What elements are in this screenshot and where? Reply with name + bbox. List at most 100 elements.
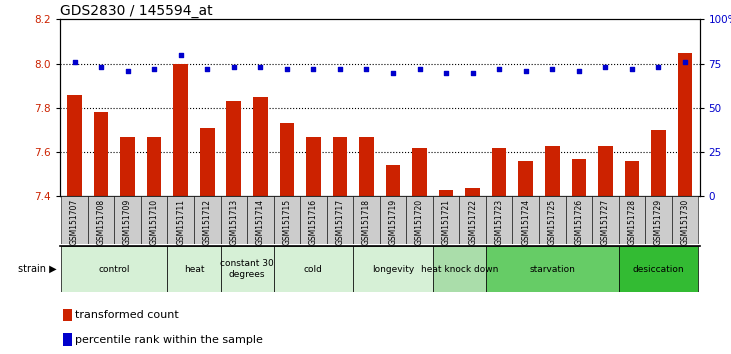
- Point: [95, 64, 107, 70]
- Point: [308, 66, 319, 72]
- Bar: [333, 137, 347, 354]
- Bar: [386, 166, 401, 354]
- Text: GSM151716: GSM151716: [309, 199, 318, 245]
- Bar: [624, 161, 639, 354]
- Bar: [518, 161, 533, 354]
- Text: transformed count: transformed count: [75, 310, 179, 320]
- Text: GSM151714: GSM151714: [256, 199, 265, 245]
- Bar: [466, 188, 480, 354]
- Bar: [247, 196, 273, 244]
- Bar: [279, 124, 294, 354]
- Text: GSM151722: GSM151722: [468, 199, 477, 245]
- Point: [360, 66, 372, 72]
- Text: GSM151717: GSM151717: [336, 199, 344, 245]
- Bar: [61, 246, 167, 292]
- Bar: [566, 196, 592, 244]
- Bar: [300, 196, 327, 244]
- Point: [281, 66, 292, 72]
- Bar: [147, 137, 162, 354]
- Bar: [486, 196, 512, 244]
- Bar: [433, 196, 459, 244]
- Bar: [194, 196, 221, 244]
- Text: GSM151727: GSM151727: [601, 199, 610, 245]
- Text: heat: heat: [183, 264, 204, 274]
- Bar: [439, 190, 453, 354]
- Bar: [539, 196, 566, 244]
- Bar: [592, 196, 618, 244]
- Bar: [167, 196, 194, 244]
- Text: constant 30
degrees: constant 30 degrees: [220, 259, 274, 279]
- Bar: [678, 53, 692, 354]
- Bar: [88, 196, 114, 244]
- Text: GSM151711: GSM151711: [176, 199, 185, 245]
- Bar: [672, 196, 698, 244]
- Text: GSM151721: GSM151721: [442, 199, 450, 245]
- Bar: [253, 97, 268, 354]
- Text: GSM151725: GSM151725: [548, 199, 557, 245]
- Bar: [327, 196, 353, 244]
- Bar: [406, 196, 433, 244]
- Bar: [651, 130, 666, 354]
- Bar: [598, 145, 613, 354]
- Bar: [221, 246, 273, 292]
- Bar: [273, 246, 353, 292]
- Bar: [353, 246, 433, 292]
- Text: GSM151708: GSM151708: [96, 199, 105, 245]
- Point: [69, 59, 80, 65]
- Text: desiccation: desiccation: [632, 264, 684, 274]
- Bar: [512, 196, 539, 244]
- Bar: [380, 196, 406, 244]
- Bar: [167, 246, 221, 292]
- Text: GSM151713: GSM151713: [230, 199, 238, 245]
- Bar: [63, 309, 72, 321]
- Text: GSM151719: GSM151719: [388, 199, 398, 245]
- Text: GSM151718: GSM151718: [362, 199, 371, 245]
- Point: [387, 70, 399, 75]
- Point: [202, 66, 213, 72]
- Point: [679, 59, 691, 65]
- Point: [334, 66, 346, 72]
- Bar: [61, 196, 88, 244]
- Text: GSM151726: GSM151726: [575, 199, 583, 245]
- Text: percentile rank within the sample: percentile rank within the sample: [75, 335, 263, 344]
- Bar: [412, 148, 427, 354]
- Text: GDS2830 / 145594_at: GDS2830 / 145594_at: [60, 5, 213, 18]
- Text: GSM151710: GSM151710: [150, 199, 159, 245]
- Point: [626, 66, 637, 72]
- Point: [414, 66, 425, 72]
- Point: [599, 64, 611, 70]
- Point: [122, 68, 134, 74]
- Point: [254, 64, 266, 70]
- Point: [467, 70, 479, 75]
- Bar: [141, 196, 167, 244]
- Bar: [67, 95, 82, 354]
- Text: GSM151724: GSM151724: [521, 199, 530, 245]
- Bar: [353, 196, 380, 244]
- Point: [493, 66, 505, 72]
- Point: [228, 64, 240, 70]
- Point: [148, 66, 160, 72]
- Point: [175, 52, 186, 58]
- Text: GSM151712: GSM151712: [202, 199, 212, 245]
- Point: [546, 66, 558, 72]
- Bar: [173, 64, 188, 354]
- Text: GSM151715: GSM151715: [282, 199, 292, 245]
- Bar: [273, 196, 300, 244]
- Bar: [121, 137, 135, 354]
- Point: [440, 70, 452, 75]
- Bar: [114, 196, 141, 244]
- Text: GSM151730: GSM151730: [681, 199, 689, 245]
- Bar: [459, 196, 486, 244]
- Point: [573, 68, 585, 74]
- Text: starvation: starvation: [529, 264, 575, 274]
- Bar: [618, 246, 698, 292]
- Text: cold: cold: [304, 264, 323, 274]
- Bar: [486, 246, 618, 292]
- Bar: [645, 196, 672, 244]
- Text: GSM151709: GSM151709: [123, 199, 132, 245]
- Text: GSM151707: GSM151707: [70, 199, 79, 245]
- Point: [520, 68, 531, 74]
- Text: GSM151720: GSM151720: [415, 199, 424, 245]
- Bar: [545, 145, 559, 354]
- Bar: [63, 333, 72, 346]
